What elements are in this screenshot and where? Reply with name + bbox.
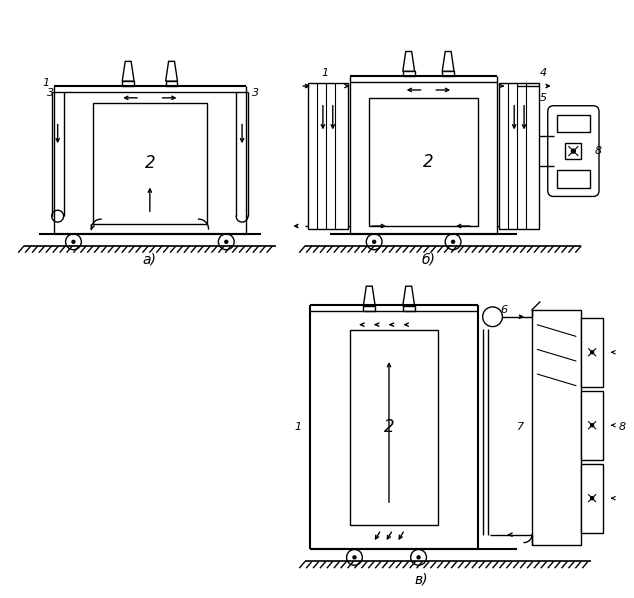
Bar	[500, 83, 539, 229]
Text: а): а)	[143, 252, 157, 267]
Text: 2: 2	[423, 153, 434, 171]
Bar	[581, 390, 603, 460]
Polygon shape	[403, 286, 415, 306]
Circle shape	[591, 497, 593, 500]
Polygon shape	[403, 51, 415, 71]
Circle shape	[591, 424, 593, 427]
Polygon shape	[363, 286, 375, 306]
Bar	[403, 306, 415, 311]
Polygon shape	[443, 51, 454, 71]
Bar	[443, 71, 454, 76]
Text: 1: 1	[321, 68, 328, 78]
Text: 2: 2	[384, 418, 394, 436]
Text: 7: 7	[517, 422, 524, 432]
Bar	[308, 83, 347, 229]
FancyBboxPatch shape	[548, 106, 599, 197]
Circle shape	[366, 234, 382, 250]
Bar	[349, 329, 438, 525]
Circle shape	[353, 556, 356, 559]
Bar	[566, 143, 581, 159]
Bar	[581, 318, 603, 387]
Text: в): в)	[414, 572, 428, 586]
Polygon shape	[165, 62, 178, 81]
Text: 1: 1	[42, 78, 49, 88]
Text: 2: 2	[145, 154, 155, 172]
Text: 8: 8	[619, 422, 626, 432]
Circle shape	[451, 240, 455, 243]
Bar	[557, 170, 590, 188]
Circle shape	[72, 240, 75, 243]
Circle shape	[482, 307, 502, 327]
Bar	[93, 103, 207, 224]
Text: б): б)	[422, 252, 436, 267]
Bar	[369, 98, 478, 226]
Circle shape	[417, 556, 420, 559]
Circle shape	[445, 234, 461, 250]
Bar	[165, 81, 178, 86]
Text: 3: 3	[252, 88, 259, 98]
Bar	[122, 81, 134, 86]
Text: 5: 5	[540, 93, 547, 103]
Text: 4: 4	[540, 68, 547, 78]
Bar	[363, 306, 375, 311]
Bar	[557, 115, 590, 132]
Bar	[581, 463, 603, 533]
Text: 6: 6	[501, 305, 508, 315]
Circle shape	[571, 149, 575, 153]
Polygon shape	[122, 62, 134, 81]
Text: 3: 3	[47, 88, 55, 98]
Circle shape	[218, 234, 234, 250]
Bar	[403, 71, 415, 76]
Circle shape	[591, 351, 593, 354]
Text: 1: 1	[295, 422, 302, 432]
Circle shape	[65, 234, 81, 250]
Circle shape	[411, 550, 427, 565]
Circle shape	[373, 240, 376, 243]
Text: 8: 8	[595, 146, 602, 156]
Circle shape	[225, 240, 228, 243]
Bar	[532, 310, 581, 545]
Circle shape	[347, 550, 363, 565]
